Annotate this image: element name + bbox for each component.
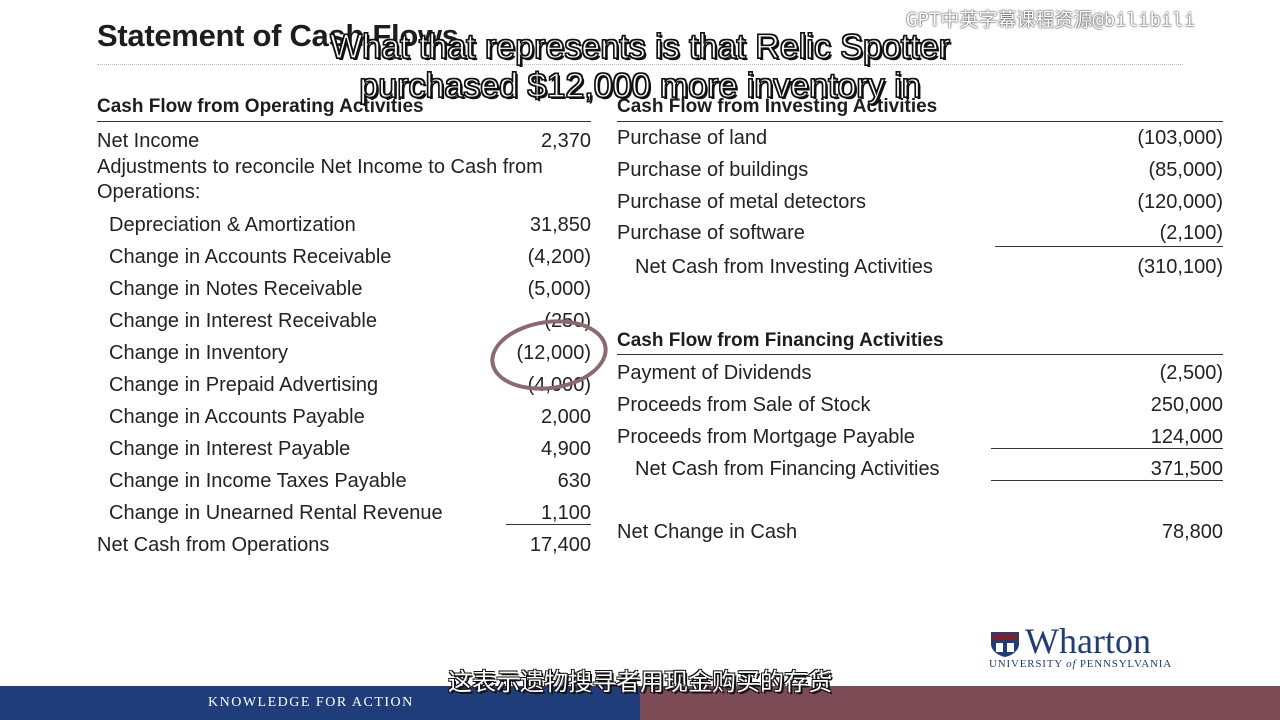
financing-item-label: Proceeds from Mortgage Payable	[617, 426, 915, 448]
operating-item-value: 31,850	[529, 214, 591, 236]
financing-item-value: 124,000	[1150, 426, 1223, 448]
operating-item-value: 2,000	[540, 406, 591, 428]
adjustments-label-2: Operations:	[97, 181, 201, 203]
investing-item-row: Purchase of software (2,100)	[617, 220, 1223, 246]
caption-english-line-2: purchased $12,000 more inventory in	[359, 66, 922, 105]
financing-item-row: Proceeds from Mortgage Payable 124,000	[617, 424, 1223, 450]
operating-item-row: Change in Unearned Rental Revenue 1,100	[97, 500, 591, 526]
slide-title: Statement of Cash Flows	[97, 18, 459, 53]
net-change-row: Net Change in Cash 78,800	[617, 519, 1223, 545]
operating-item-row: Change in Accounts Receivable (4,200)	[97, 244, 591, 270]
operating-item-row: Change in Accounts Payable 2,000	[97, 404, 591, 430]
operating-sum-rule	[506, 524, 591, 525]
net-income-label: Net Income	[97, 130, 200, 152]
adjustments-label-row-2: Operations:	[97, 179, 591, 205]
operating-item-value: (4,200)	[527, 246, 591, 268]
operating-item-row: Change in Interest Receivable (250)	[97, 308, 591, 334]
investing-heading-rule	[617, 121, 1223, 122]
operating-item-row: Change in Income Taxes Payable 630	[97, 468, 591, 494]
caption-english-line-1: What that represents is that Relic Spott…	[329, 27, 950, 66]
financing-heading: Cash Flow from Financing Activities	[617, 330, 944, 351]
operating-item-value: (5,000)	[527, 278, 591, 300]
investing-total-row: Net Cash from Investing Activities (310,…	[617, 254, 1223, 280]
operating-item-value: (12,000)	[516, 342, 592, 364]
footer-tagline: KNOWLEDGE FOR ACTION	[208, 695, 414, 710]
investing-item-value: (103,000)	[1137, 127, 1223, 149]
financing-item-row: Proceeds from Sale of Stock 250,000	[617, 392, 1223, 418]
investing-item-value: (2,100)	[1159, 222, 1223, 244]
investing-total-value: (310,100)	[1137, 256, 1223, 278]
investing-item-row: Purchase of metal detectors (120,000)	[617, 189, 1223, 215]
investing-item-label: Purchase of metal detectors	[617, 191, 867, 213]
operating-item-label: Change in Accounts Receivable	[109, 246, 392, 268]
financing-item-value: 250,000	[1150, 394, 1223, 416]
investing-heading: Cash Flow from Investing Activities	[617, 96, 938, 117]
operating-item-label: Change in Income Taxes Payable	[109, 470, 407, 492]
financing-item-label: Proceeds from Sale of Stock	[617, 394, 871, 416]
caption-chinese: 这表示遗物搜寻者用现金购买的存货	[448, 668, 832, 696]
operating-item-row: Depreciation & Amortization 31,850	[97, 212, 591, 238]
operating-item-value: 4,900	[540, 438, 591, 460]
operating-total-value: 17,400	[529, 534, 591, 556]
adjustments-label-1: Adjustments to reconcile Net Income to C…	[97, 156, 543, 178]
operating-item-value: 630	[557, 470, 591, 492]
net-income-row: Net Income 2,370	[97, 128, 591, 154]
investing-item-row: Purchase of land (103,000)	[617, 125, 1223, 151]
operating-item-label: Change in Accounts Payable	[109, 406, 365, 428]
financing-sum-rule	[991, 448, 1223, 449]
investing-item-label: Purchase of software	[617, 222, 805, 244]
wharton-logo-subtitle: UNIVERSITY of PENNSYLVANIA	[989, 658, 1172, 670]
operating-item-row: Change in Notes Receivable (5,000)	[97, 276, 591, 302]
operating-item-row: Change in Prepaid Advertising (4,000)	[97, 372, 591, 398]
operating-item-value: (250)	[544, 310, 591, 332]
investing-item-label: Purchase of buildings	[617, 159, 809, 181]
operating-item-label: Change in Notes Receivable	[109, 278, 363, 300]
financing-heading-rule	[617, 354, 1223, 355]
net-change-label: Net Change in Cash	[617, 521, 798, 543]
operating-item-value: (4,000)	[527, 374, 591, 396]
operating-item-row-inventory: Change in Inventory (12,000)	[97, 340, 591, 366]
operating-item-value: 1,100	[540, 502, 591, 524]
operating-heading-rule	[97, 121, 591, 122]
investing-item-value: (120,000)	[1137, 191, 1223, 213]
wharton-logo-name: Wharton	[1025, 621, 1151, 661]
watermark: GPT中英字幕课程资源@bilibili	[906, 9, 1196, 31]
investing-item-row: Purchase of buildings (85,000)	[617, 157, 1223, 183]
investing-total-label: Net Cash from Investing Activities	[635, 256, 933, 278]
net-income-value: 2,370	[540, 130, 591, 152]
university-shield-icon	[991, 632, 1019, 657]
operating-item-label: Change in Prepaid Advertising	[109, 374, 379, 396]
investing-item-label: Purchase of land	[617, 127, 768, 149]
operating-total-row: Net Cash from Operations 17,400	[97, 532, 591, 558]
financing-total-rule	[991, 480, 1223, 481]
financing-item-value: (2,500)	[1159, 362, 1223, 384]
operating-item-label: Change in Inventory	[109, 342, 289, 364]
operating-heading: Cash Flow from Operating Activities	[97, 96, 424, 117]
operating-total-label: Net Cash from Operations	[97, 534, 330, 556]
financing-total-row: Net Cash from Financing Activities 371,5…	[617, 456, 1223, 482]
operating-item-label: Depreciation & Amortization	[109, 214, 356, 236]
financing-item-label: Payment of Dividends	[617, 362, 812, 384]
net-change-value: 78,800	[1161, 521, 1223, 543]
operating-item-label: Change in Interest Payable	[109, 438, 351, 460]
investing-sum-rule	[995, 246, 1223, 247]
financing-total-value: 371,500	[1150, 458, 1223, 480]
operating-item-label: Change in Interest Receivable	[109, 310, 377, 332]
adjustments-label-row: Adjustments to reconcile Net Income to C…	[97, 154, 591, 180]
footer-band-maroon	[640, 686, 1280, 720]
operating-item-label: Change in Unearned Rental Revenue	[109, 502, 443, 524]
title-divider	[97, 64, 1183, 65]
footer-band-navy	[0, 686, 640, 720]
financing-total-label: Net Cash from Financing Activities	[635, 458, 940, 480]
operating-item-row: Change in Interest Payable 4,900	[97, 436, 591, 462]
investing-item-value: (85,000)	[1148, 159, 1224, 181]
financing-item-row: Payment of Dividends (2,500)	[617, 360, 1223, 386]
